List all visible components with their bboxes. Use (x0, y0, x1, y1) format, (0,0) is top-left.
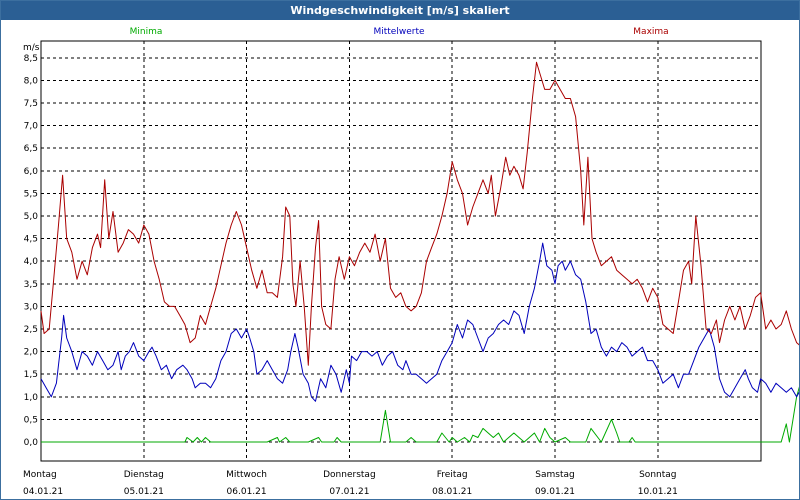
y-tick-label: 0,0 (24, 438, 39, 448)
y-tick-label: 0,5 (24, 415, 38, 425)
x-tick-labels: Montag 04.01.21 Dienstag 05.01.21 Mittwoch 06… (23, 470, 678, 497)
y-tick-label: 5,5 (24, 189, 38, 199)
y-tick-label: 4,5 (24, 235, 38, 245)
y-tick-labels: 0,0 0,5 1,0 1,5 2,0 2,5 3,0 3,5 4,0 4,5 5,0 5,5 6,0 6… (24, 54, 39, 448)
y-tick-label: 1,5 (24, 370, 38, 380)
y-tick-label: 8,5 (24, 54, 38, 64)
x-day-label: Dienstag (124, 470, 164, 480)
y-tick-label: 5,0 (24, 212, 39, 222)
x-date-label: 08.01.21 (432, 487, 472, 497)
series-line-minima (41, 386, 799, 443)
y-tick-label: 6,0 (24, 167, 39, 177)
y-tick-label: 7,5 (24, 99, 38, 109)
x-date-label: 05.01.21 (124, 487, 164, 497)
x-date-label: 04.01.21 (23, 487, 63, 497)
x-day-label: Sonntag (639, 470, 676, 480)
x-date-label: 07.01.21 (329, 487, 369, 497)
y-tick-label: 8,0 (24, 76, 39, 86)
chart-title: Windgeschwindigkeit [m/s] skaliert (1, 1, 799, 20)
y-tick-label: 3,0 (24, 302, 39, 312)
y-axis-unit-label: m/s (23, 43, 40, 53)
series-line-maxima (40, 61, 799, 366)
x-day-label: Donnerstag (323, 470, 376, 480)
y-tick-label: 3,5 (24, 280, 38, 290)
y-tick-label: 4,0 (24, 257, 39, 267)
series-lines (40, 61, 799, 443)
y-tick-label: 6,5 (24, 144, 38, 154)
legend-mittelwerte: Mittelwerte (373, 27, 424, 37)
x-day-label: Freitag (437, 470, 468, 480)
legend-maxima: Maxima (633, 27, 668, 37)
x-date-label: 06.01.21 (227, 487, 267, 497)
x-date-label: 10.01.21 (638, 487, 678, 497)
y-tick-label: 2,5 (24, 325, 38, 335)
x-day-label: Samstag (535, 470, 574, 480)
y-tick-label: 1,0 (24, 393, 39, 403)
x-day-label: Mittwoch (226, 470, 267, 480)
plot-area (40, 40, 762, 462)
legend-minima: Minima (130, 27, 163, 37)
y-tick-label: 7,0 (24, 122, 39, 132)
grid-lines (41, 41, 761, 461)
y-tick-label: 2,0 (24, 348, 39, 358)
series-line-mittelwerte (40, 242, 799, 402)
x-day-label: Montag (23, 470, 57, 480)
x-date-label: 09.01.21 (535, 487, 575, 497)
